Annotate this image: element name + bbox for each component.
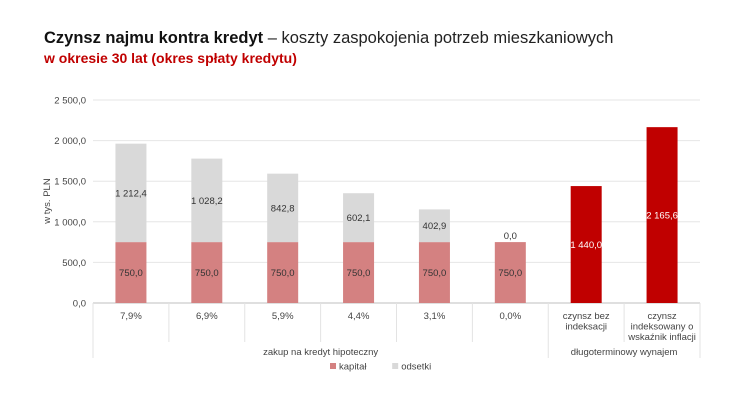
data-label: 602,1	[347, 213, 371, 224]
legend-entry: odsetki	[401, 362, 431, 373]
bar-kapitał	[267, 242, 299, 303]
bar-kapitał	[115, 242, 147, 303]
bar-czynsz	[646, 127, 678, 303]
data-label: 842,8	[271, 203, 295, 214]
data-label: 750,0	[347, 268, 371, 279]
x-tick-label: czynsz bez	[563, 311, 610, 322]
bar-czynsz	[570, 186, 602, 303]
x-tick-label: 4,4%	[348, 311, 370, 322]
x-tick-label: 5,9%	[272, 311, 294, 322]
x-tick-label: indeksacji	[565, 322, 607, 333]
x-tick-label: 7,9%	[120, 311, 142, 322]
data-label: 402,9	[423, 221, 447, 232]
y-tick-label: 0,0	[73, 299, 86, 310]
data-label: 750,0	[195, 268, 219, 279]
data-label: 750,0	[119, 268, 143, 279]
legend-swatch	[392, 363, 399, 369]
group-label: zakup na kredyt hipoteczny	[263, 347, 378, 358]
chart-title: Czynsz najmu kontra kredyt – koszty zasp…	[44, 29, 613, 48]
x-tick-label: indeksowany o	[631, 322, 694, 333]
data-label: 2 165,6	[646, 211, 678, 222]
data-label: 1 440,0	[570, 240, 602, 251]
bar-odsetki	[115, 143, 147, 243]
legend-entry: kapitał	[339, 362, 367, 373]
data-label: 1 028,2	[191, 196, 223, 207]
x-tick-label: wskaźnik inflacji	[627, 332, 696, 343]
x-tick-label: 6,9%	[196, 311, 218, 322]
bar-odsetki	[267, 173, 299, 243]
data-label: 0,0	[504, 231, 517, 242]
legend-swatch	[330, 363, 336, 369]
y-axis-title: w tys. PLN	[42, 178, 53, 225]
x-tick-label: 3,1%	[424, 311, 446, 322]
x-tick-label: 0,0%	[499, 311, 521, 322]
data-label: 1 212,4	[115, 188, 147, 199]
bar-kapitał	[191, 242, 223, 303]
data-label: 750,0	[423, 268, 447, 279]
x-tick-label: czynsz	[648, 311, 677, 322]
bar-kapitał	[343, 242, 375, 303]
chart-title-bold: Czynsz najmu kontra kredyt	[44, 29, 264, 47]
y-tick-label: 1 500,0	[54, 177, 86, 188]
bar-odsetki	[343, 193, 375, 243]
data-label: 750,0	[498, 268, 522, 279]
bar-kapitał	[494, 242, 526, 303]
bar-kapitał	[418, 242, 450, 303]
y-tick-label: 2 000,0	[54, 136, 86, 147]
bar-odsetki	[191, 158, 223, 243]
y-tick-label: 2 500,0	[54, 96, 86, 107]
chart-subtitle: w okresie 30 lat (okres spłaty kredytu)	[44, 50, 297, 66]
data-label: 750,0	[271, 268, 295, 279]
chart-title-rest: – koszty zaspokojenia potrzeb mieszkanio…	[263, 29, 614, 47]
bar-odsetki	[418, 209, 450, 243]
group-label: długoterminowy wynajem	[571, 347, 678, 358]
y-tick-label: 500,0	[62, 258, 86, 269]
y-tick-label: 1 000,0	[54, 217, 86, 228]
